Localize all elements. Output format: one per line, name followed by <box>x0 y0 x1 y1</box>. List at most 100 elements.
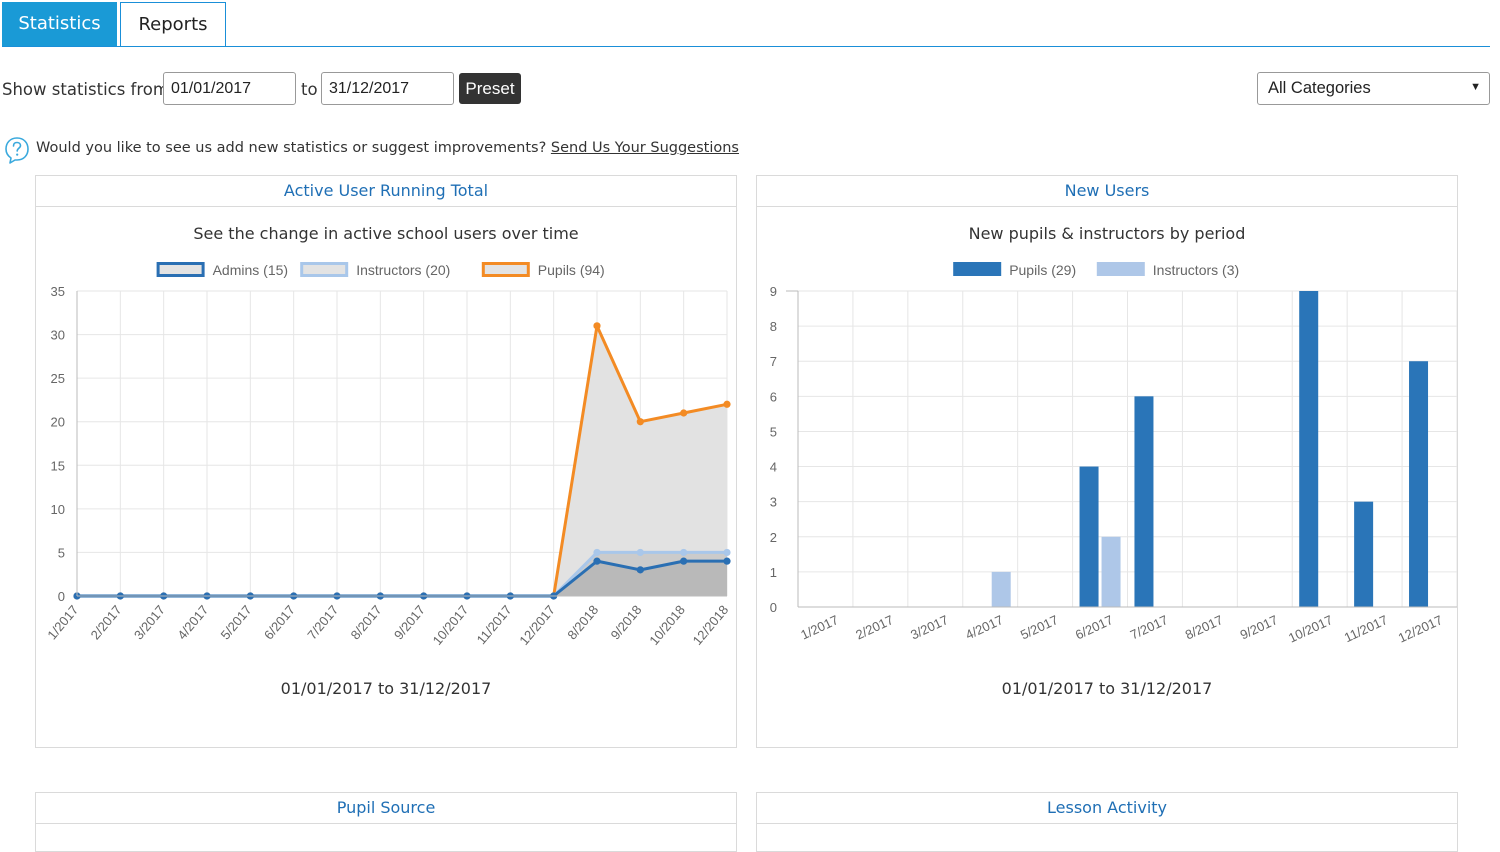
x-tick-label: 7/2017 <box>1128 612 1170 642</box>
y-tick-label: 6 <box>770 389 777 404</box>
data-point <box>723 548 731 557</box>
x-tick-label: 2/2017 <box>853 612 895 642</box>
x-tick-label: 1/2017 <box>44 602 81 642</box>
new-users-title: New Users <box>757 176 1457 207</box>
legend-item: Pupils (29) <box>953 262 1076 278</box>
bar <box>1354 501 1374 607</box>
y-tick-label: 35 <box>51 284 65 299</box>
date-to-input[interactable] <box>321 72 454 105</box>
x-tick-label: 2/2017 <box>88 602 125 642</box>
data-point <box>723 557 731 565</box>
data-point <box>680 557 688 565</box>
data-point <box>680 409 688 417</box>
x-tick-label: 12/2017 <box>1396 612 1445 645</box>
legend-label: Instructors (3) <box>1153 262 1239 278</box>
legend-swatch <box>156 262 205 277</box>
legend-swatch <box>300 262 349 277</box>
active-users-chart: Admins (15) Instructors (20) Pupils (94) 0 5… <box>44 262 732 648</box>
y-tick-label: 9 <box>770 284 777 299</box>
new-users-panel: New Users New pupils & instructors by pe… <box>756 175 1458 748</box>
to-label: to <box>301 80 318 99</box>
new-users-subtitle: New pupils & instructors by period <box>968 224 1246 243</box>
y-tick-label: 30 <box>51 328 65 343</box>
bar <box>1299 291 1319 607</box>
x-tick-label: 11/2017 <box>1342 612 1390 645</box>
category-select[interactable]: All Categories ▼ <box>1257 72 1490 105</box>
y-tick-label: 2 <box>770 530 777 545</box>
x-tick-label: 3/2017 <box>908 612 950 642</box>
y-tick-label: 15 <box>51 458 65 473</box>
y-tick-label: 0 <box>770 600 777 615</box>
y-tick-label: 5 <box>770 424 777 439</box>
legend-label: Pupils (94) <box>538 262 605 278</box>
data-point <box>723 400 731 408</box>
y-tick-label: 0 <box>58 589 65 604</box>
lesson-activity-panel: Lesson Activity <box>756 792 1458 852</box>
x-tick-label: 6/2017 <box>1073 612 1115 642</box>
data-point <box>636 548 644 557</box>
x-tick-label: 10/2018 <box>646 602 688 648</box>
x-tick-label: 10/2017 <box>430 602 472 648</box>
bar <box>1134 396 1154 607</box>
new-users-chart: Pupils (29) Instructors (3) 0 1 2 3 4 5 6 7 8 9 1/20… <box>770 262 1457 646</box>
active-users-title: Active User Running Total <box>36 176 736 207</box>
y-tick-label: 20 <box>51 415 65 430</box>
y-tick-label: 5 <box>58 545 65 560</box>
legend-swatch <box>481 262 530 277</box>
data-point <box>680 548 688 557</box>
x-tick-label: 10/2017 <box>1286 612 1335 645</box>
active-users-panel: Active User Running Total See the change… <box>35 175 737 748</box>
active-users-date-range: 01/01/2017 to 31/12/2017 <box>280 679 492 698</box>
data-point <box>636 566 644 574</box>
x-tick-label: 8/2017 <box>348 602 385 642</box>
new-users-date-range: 01/01/2017 to 31/12/2017 <box>1001 679 1213 698</box>
x-tick-label: 12/2018 <box>690 602 732 648</box>
y-tick-label: 8 <box>770 319 777 334</box>
legend-label: Admins (15) <box>213 262 288 278</box>
question-bubble-icon <box>5 137 29 164</box>
date-from-input[interactable] <box>163 72 296 105</box>
tab-statistics[interactable]: Statistics <box>2 2 117 46</box>
x-tick-label: 1/2017 <box>798 612 840 642</box>
tab-reports[interactable]: Reports <box>120 2 226 46</box>
x-tick-label: 9/2018 <box>608 602 645 642</box>
x-tick-label: 7/2017 <box>304 602 341 642</box>
legend-swatch <box>1096 262 1145 276</box>
pupil-source-title: Pupil Source <box>36 793 736 824</box>
legend-item: Admins (15) <box>156 262 288 278</box>
bar <box>1101 536 1121 607</box>
x-tick-label: 9/2017 <box>1238 612 1280 642</box>
x-tick-label: 6/2017 <box>261 602 298 642</box>
data-point <box>636 418 644 426</box>
x-tick-label: 12/2017 <box>516 602 558 648</box>
x-tick-label: 5/2017 <box>1018 612 1060 642</box>
bar <box>1079 466 1099 607</box>
suggestion-row: Would you like to see us add new statist… <box>36 140 739 156</box>
x-tick-label: 8/2018 <box>564 602 601 642</box>
x-tick-label: 5/2017 <box>218 602 255 642</box>
x-tick-label: 9/2017 <box>391 602 428 642</box>
y-tick-label: 3 <box>770 495 777 510</box>
category-select-value: All Categories <box>1268 79 1371 97</box>
data-point <box>593 557 601 565</box>
preset-button[interactable]: Preset <box>459 73 521 104</box>
legend-label: Instructors (20) <box>356 262 450 278</box>
lesson-activity-title: Lesson Activity <box>757 793 1457 824</box>
data-point <box>593 322 601 330</box>
series-area <box>77 561 727 596</box>
y-tick-label: 25 <box>51 371 65 386</box>
send-suggestions-link[interactable]: Send Us Your Suggestions <box>550 140 739 156</box>
x-tick-label: 11/2017 <box>474 602 515 647</box>
active-users-subtitle: See the change in active school users ov… <box>193 224 579 243</box>
x-tick-label: 4/2017 <box>174 602 211 642</box>
y-tick-label: 1 <box>770 565 777 580</box>
legend-swatch <box>953 262 1002 276</box>
x-tick-label: 4/2017 <box>963 612 1005 642</box>
legend-item: Instructors (3) <box>1096 262 1239 278</box>
legend-item: Pupils (94) <box>481 262 605 278</box>
tab-bar: Statistics Reports <box>2 2 1490 47</box>
suggestion-text: Would you like to see us add new statist… <box>36 140 547 156</box>
data-point <box>593 548 601 557</box>
show-from-label: Show statistics from <box>2 80 169 99</box>
legend-label: Pupils (29) <box>1009 262 1076 278</box>
